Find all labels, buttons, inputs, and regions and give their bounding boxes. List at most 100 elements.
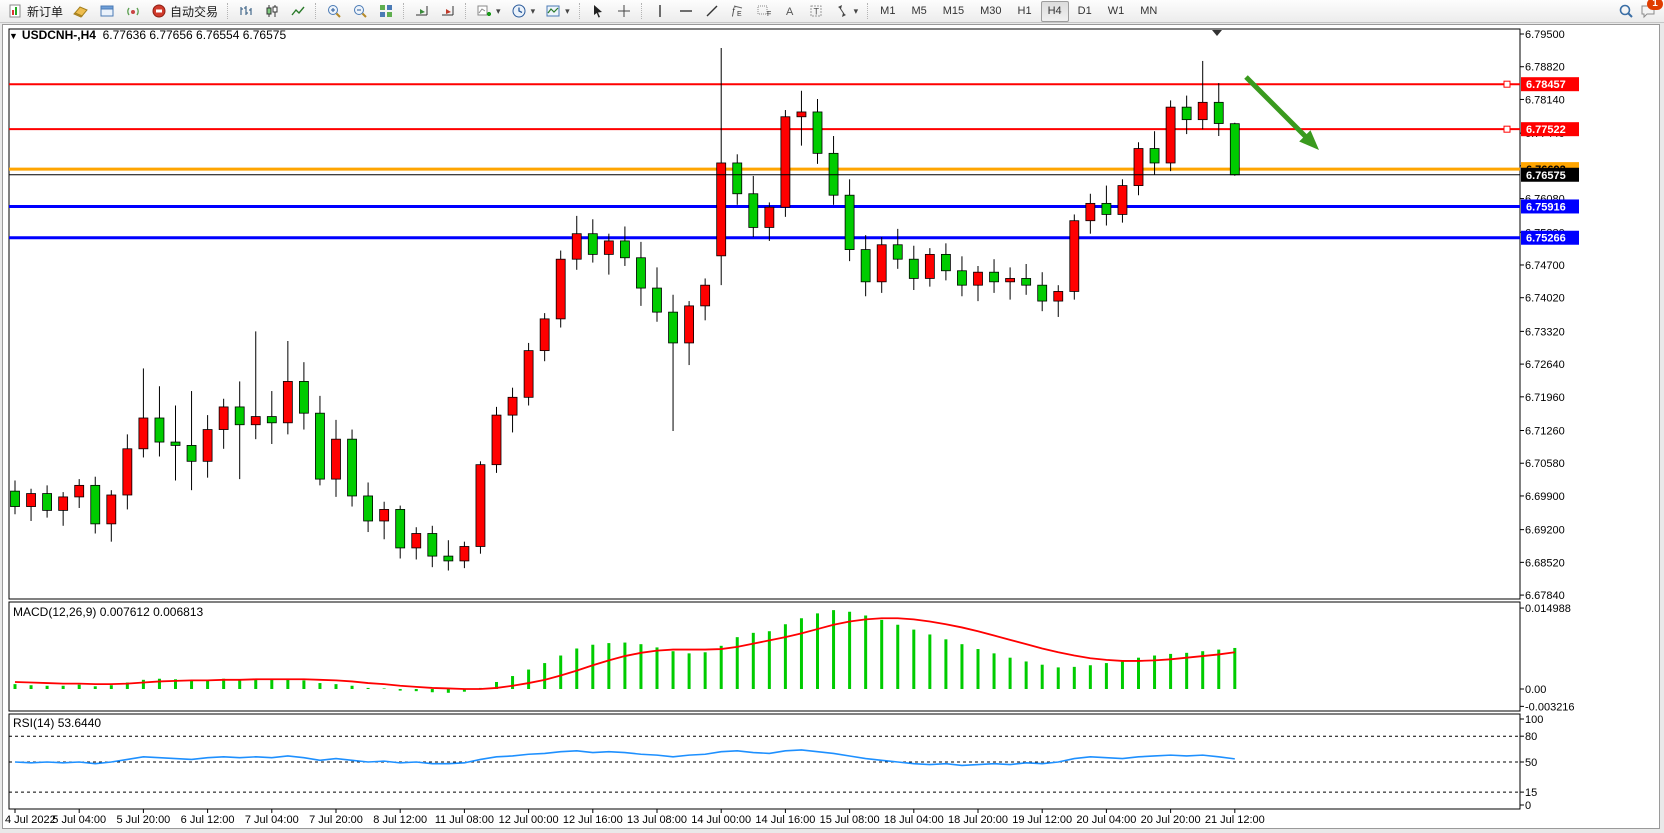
timeframe-button-w1[interactable]: W1	[1107, 5, 1125, 17]
crosshair-button[interactable]	[611, 1, 637, 22]
chart-shift-icon	[442, 6, 454, 16]
label-button[interactable]: T	[803, 1, 829, 22]
svg-text:6.71260: 6.71260	[1525, 426, 1565, 438]
candle	[1053, 291, 1064, 302]
fibo-grid-icon: F	[757, 5, 771, 18]
text-button[interactable]: A	[777, 1, 803, 22]
candle	[363, 495, 374, 522]
arrows-button[interactable]: ▾	[829, 1, 864, 22]
chat-button[interactable]: 1	[1640, 0, 1663, 20]
chat-badge: 1	[1647, 0, 1663, 10]
vertical-line-button[interactable]	[647, 1, 673, 22]
svg-text:6.79500: 6.79500	[1525, 29, 1565, 41]
horizontal-line[interactable]	[9, 125, 1520, 133]
search-icon[interactable]	[1618, 3, 1634, 19]
candle	[507, 396, 518, 416]
new-order-icon	[9, 4, 21, 18]
line-chart-icon	[291, 6, 305, 16]
timeframe-button-m5[interactable]: M5	[911, 5, 927, 17]
new-order-button[interactable]: 新订单	[3, 1, 68, 22]
svg-text:50: 50	[1525, 757, 1537, 769]
macd-value-main: 0.007612	[99, 605, 150, 619]
candle	[491, 414, 502, 466]
candle	[1069, 220, 1080, 292]
candle	[748, 193, 759, 228]
svg-text:6.70580: 6.70580	[1525, 458, 1565, 470]
timeframe-button-mn[interactable]: MN	[1140, 5, 1158, 17]
candle	[10, 490, 20, 507]
svg-text:f: f	[732, 6, 736, 17]
candle	[58, 496, 69, 511]
auto-scroll-button[interactable]	[409, 1, 435, 22]
bar-chart-button[interactable]	[233, 1, 259, 22]
timeframe-button-d1[interactable]: D1	[1077, 5, 1092, 17]
timeframe-button-h4[interactable]: H4	[1040, 0, 1069, 22]
templates-button[interactable]: ▾	[540, 1, 575, 22]
svg-text:7 Jul 20:00: 7 Jul 20:00	[309, 814, 363, 826]
candle	[652, 287, 662, 313]
rsi-panel-label: RSI(14) 53.6440	[13, 716, 101, 730]
cursor-button[interactable]	[585, 1, 611, 22]
svg-text:100: 100	[1525, 714, 1543, 726]
price-axis: 6.795006.788206.781406.774406.767606.760…	[1520, 29, 1565, 602]
candle	[892, 244, 903, 260]
candle	[555, 258, 566, 320]
candle	[26, 493, 36, 507]
templates-icon	[546, 5, 560, 17]
candle	[860, 249, 871, 283]
rsi-axis: 100 80 50 150	[1520, 714, 1543, 812]
candle	[106, 494, 117, 525]
dropdown-caret-icon: ▾	[565, 5, 570, 16]
horizontal-line[interactable]	[9, 80, 1520, 88]
chart-title-ohlc: 6.77636 6.77656 6.76554 6.76575	[102, 28, 287, 42]
timeframe-button-m1[interactable]: M1	[880, 5, 896, 17]
candle	[587, 233, 598, 255]
macd-value-signal: 0.006813	[153, 605, 204, 619]
rsi-label: RSI(14)	[13, 716, 55, 730]
trendline-button[interactable]	[699, 1, 725, 22]
line-chart-button[interactable]	[285, 1, 311, 22]
toolbar-separator	[465, 3, 467, 19]
signals-button[interactable]	[120, 1, 146, 22]
candle	[186, 445, 197, 462]
chart-shift-button[interactable]	[435, 1, 461, 22]
timeframe-button-m15[interactable]: M15	[942, 5, 965, 17]
candle	[812, 111, 823, 154]
svg-text:12 Jul 00:00: 12 Jul 00:00	[499, 814, 559, 826]
fibo-grid-button[interactable]: F	[751, 1, 777, 22]
svg-text:8 Jul 12:00: 8 Jul 12:00	[373, 814, 427, 826]
profiles-button[interactable]	[68, 1, 94, 22]
label-icon: T	[810, 5, 822, 17]
timeframe-button-h1[interactable]: H1	[1017, 5, 1032, 17]
candle	[989, 271, 999, 283]
tile-windows-button[interactable]	[373, 1, 399, 22]
zoom-out-button[interactable]	[347, 1, 373, 22]
timeframe-button-m30[interactable]: M30	[980, 5, 1002, 17]
candle	[443, 555, 454, 562]
candle	[90, 484, 101, 525]
auto-scroll-icon	[416, 6, 428, 16]
vertical-line-icon	[658, 5, 661, 17]
zoom-in-icon	[328, 5, 341, 18]
chevron-down-icon[interactable]: ▼	[9, 31, 18, 41]
market-watch-button[interactable]	[94, 1, 120, 22]
chart-title-symbol: USDCNH-,H4	[21, 28, 96, 42]
trend-arrow[interactable]	[1244, 75, 1319, 150]
auto-trading-button[interactable]: 自动交易	[146, 1, 223, 22]
indicators-button[interactable]: ▾	[471, 1, 506, 22]
candle	[1213, 101, 1224, 124]
svg-text:A: A	[786, 6, 794, 18]
candle	[796, 111, 807, 118]
zoom-in-button[interactable]	[321, 1, 347, 22]
crosshair-icon	[617, 5, 630, 17]
trendline-icon	[706, 5, 718, 17]
candle-chart-button[interactable]	[259, 1, 285, 22]
chart-plot-area[interactable]: 6.795006.788206.781406.774406.767606.760…	[3, 25, 1657, 826]
chart-title: ▼ USDCNH-,H4 6.77636 6.77656 6.76554 6.76…	[9, 28, 286, 42]
candle	[764, 206, 775, 228]
zoom-out-icon	[354, 5, 367, 18]
periods-button[interactable]: ▾	[506, 1, 541, 22]
horizontal-line-button[interactable]	[673, 1, 699, 22]
